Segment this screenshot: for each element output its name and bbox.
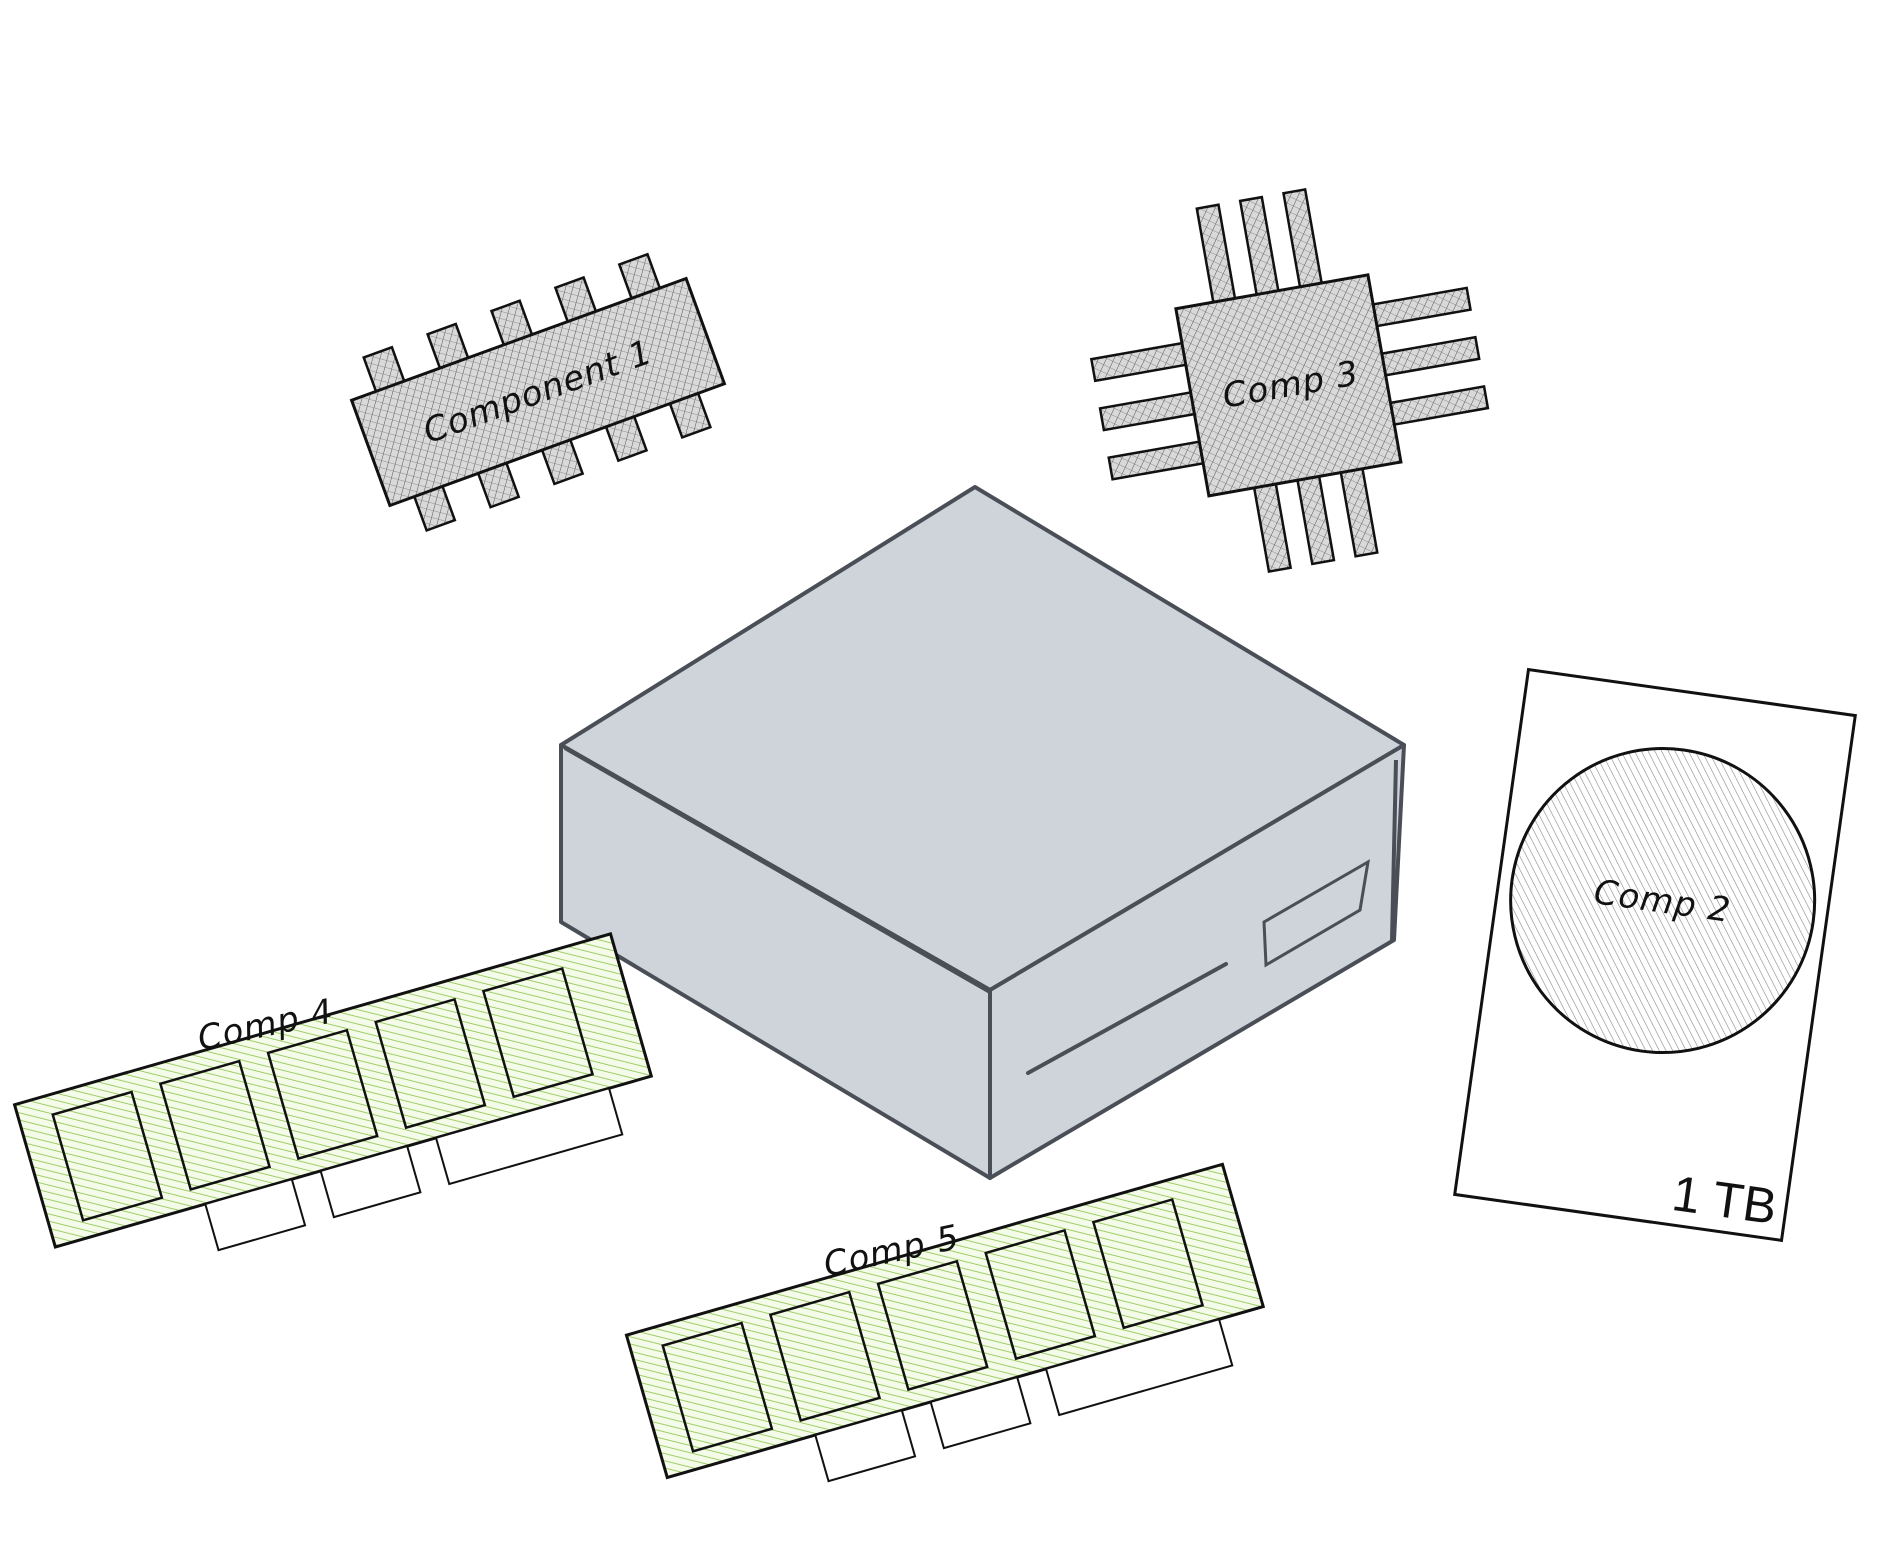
comp-3-body [1174, 273, 1403, 498]
case-right-edge [1390, 759, 1398, 941]
comp-2-hard-drive: Comp 2 1 TB [1453, 667, 1857, 1243]
comp-5-chips [661, 1197, 1205, 1453]
case-drive-bay [1262, 859, 1371, 968]
comp-4-ram [12, 931, 654, 1252]
comp-5-ram [624, 1162, 1266, 1483]
comp-5-contacts [814, 1318, 1234, 1483]
case-top-edge-highlight [564, 746, 991, 994]
component-1-chip: Component 1 [349, 252, 727, 533]
comp-4-contacts [204, 1087, 624, 1252]
comp-2-platter [1509, 747, 1817, 1055]
comp-4-chips [51, 966, 595, 1222]
comp-3-chip: Comp 3 [1089, 188, 1490, 574]
component-1-body [349, 276, 727, 508]
computer-case [559, 485, 1406, 1180]
case-slot [1026, 962, 1228, 1075]
